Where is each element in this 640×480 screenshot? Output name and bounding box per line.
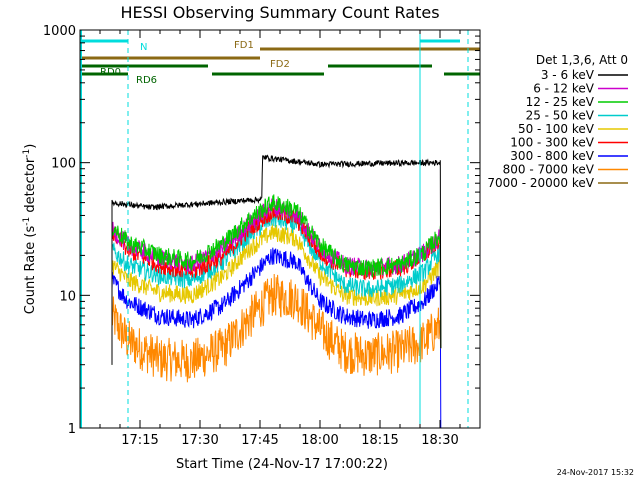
data-series: [111, 154, 442, 429]
series-line-300-800-kev: [111, 247, 442, 429]
legend-header: Det 1,3,6, Att 0: [536, 53, 628, 67]
y-axis-label: Count Rate (s-1 detector-1): [22, 144, 38, 315]
series-line-6-12-kev: [111, 198, 442, 365]
y-tick-label: 100: [51, 157, 76, 172]
legend-label-6-12-kev: 6 - 12 keV: [533, 82, 595, 96]
legend-label-7000-20000-kev: 7000 - 20000 keV: [487, 176, 594, 190]
legend-label-3-6-kev: 3 - 6 keV: [541, 68, 595, 82]
x-tick-label: 17:30: [181, 433, 218, 448]
y-tick-label: 1000: [43, 24, 76, 39]
x-tick-label: 17:15: [121, 433, 158, 448]
series-line-50-100-kev: [111, 223, 442, 365]
flag-label-n: N: [140, 42, 147, 53]
axis-ticks: 17:15 17:30 17:45 18:00 18:15 18:30 1 10 100 1000: [43, 24, 480, 448]
marker-lines: [80, 30, 469, 428]
chart-title: HESSI Observing Summary Count Rates: [120, 3, 439, 22]
x-tick-label: 17:45: [241, 433, 278, 448]
x-axis-label: Start Time (24-Nov-17 17:00:22): [176, 457, 388, 472]
y-tick-label: 10: [59, 289, 76, 304]
timestamp: 24-Nov-2017 15:32: [557, 468, 634, 477]
series-line-3-6-kev: [111, 154, 442, 365]
x-tick-label: 18:30: [421, 433, 458, 448]
legend-label-800-7000-kev: 800 - 7000 keV: [503, 163, 595, 177]
legend-label-100-300-kev: 100 - 300 keV: [510, 136, 594, 150]
legend-label-12-25-kev: 12 - 25 keV: [526, 95, 595, 109]
legend-label-300-800-kev: 300 - 800 keV: [510, 149, 594, 163]
series-line-12-25-kev: [111, 194, 442, 365]
legend-label-25-50-kev: 25 - 50 keV: [526, 109, 595, 123]
flag-label-fd1: FD1: [234, 40, 254, 51]
legend-label-50-100-kev: 50 - 100 keV: [518, 122, 595, 136]
flag-label-fd2: FD2: [270, 59, 290, 70]
x-tick-label: 18:15: [361, 433, 398, 448]
series-line-800-7000-kev: [111, 273, 442, 383]
x-tick-label: 18:00: [301, 433, 338, 448]
y-tick-label: 1: [68, 422, 76, 437]
flag-bars: NFD1FD2RD0RD6: [80, 39, 480, 86]
flag-label-rd6: RD6: [136, 75, 157, 86]
